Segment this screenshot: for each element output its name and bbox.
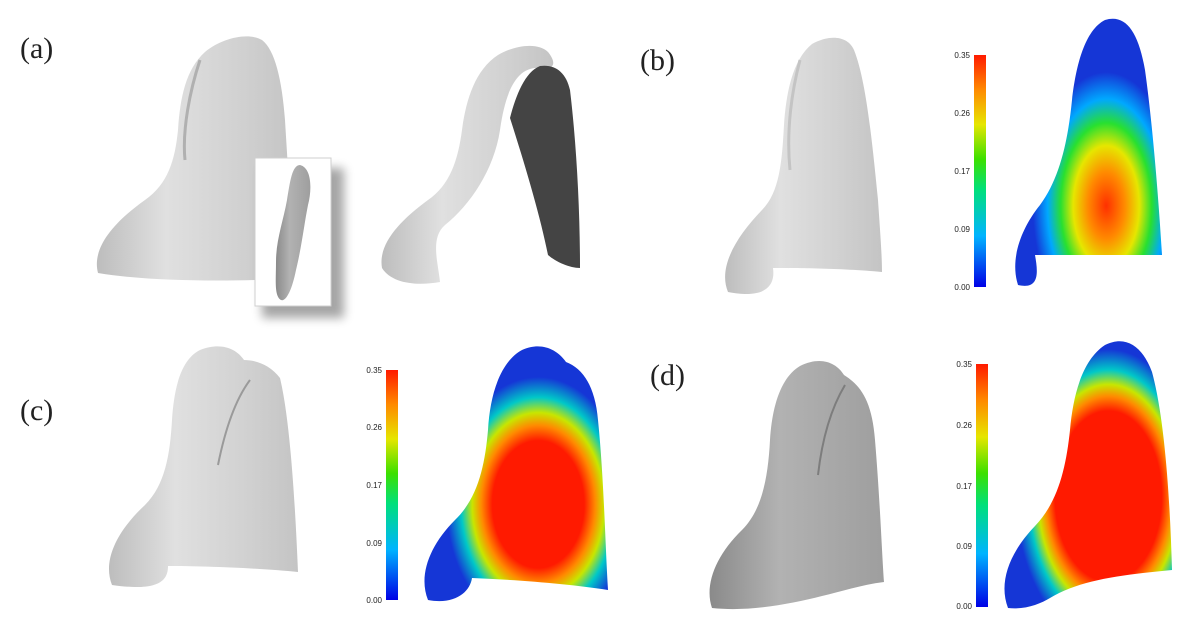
colorbar-b: 0.35 0.26 0.17 0.09 0.00 — [954, 51, 986, 292]
colorbar-b-tick-2: 0.17 — [954, 167, 970, 176]
colorbar-d-tick-3: 0.09 — [956, 542, 972, 551]
colorbar-d-tick-4: 0.00 — [956, 602, 972, 611]
panel-b: (b) 0.35 0.26 0.17 0.09 0.00 — [640, 18, 1162, 294]
panel-label-d: (d) — [650, 359, 685, 392]
heatmap-b — [1015, 18, 1162, 286]
colorbar-c: 0.35 0.26 0.17 0.09 0.00 — [366, 366, 398, 605]
heatmap-d — [1004, 341, 1172, 609]
nose-model-d — [709, 360, 884, 610]
colorbar-d-bar — [976, 364, 988, 607]
colorbar-c-bar — [386, 370, 398, 600]
panel-label-c: (c) — [20, 394, 53, 427]
colorbar-c-tick-0: 0.35 — [366, 366, 382, 375]
colorbar-c-tick-1: 0.26 — [366, 423, 382, 432]
panel-c: (c) 0.35 0.26 0.17 0.09 0.00 — [20, 346, 608, 605]
nose-crease-b — [787, 59, 802, 171]
nose-model-full — [96, 36, 295, 281]
nose-cut-face — [510, 65, 580, 268]
colorbar-b-tick-1: 0.26 — [954, 109, 970, 118]
panel-label-b: (b) — [640, 44, 675, 77]
colorbar-d: 0.35 0.26 0.17 0.09 0.00 — [956, 360, 988, 611]
nose-crease-a — [182, 59, 202, 161]
colorbar-c-tick-4: 0.00 — [366, 596, 382, 605]
colorbar-b-bar — [974, 55, 986, 287]
nose-fold-d — [817, 384, 846, 476]
panel-a: (a) — [20, 32, 580, 318]
colorbar-c-tick-3: 0.09 — [366, 539, 382, 548]
panel-label-a: (a) — [20, 32, 53, 65]
colorbar-b-tick-4: 0.00 — [954, 283, 970, 292]
colorbar-b-tick-0: 0.35 — [954, 51, 970, 60]
nose-model-c — [108, 346, 299, 588]
panel-d: (d) 0.35 0.26 0.17 0.09 0.00 — [650, 341, 1172, 611]
cartilage-graft — [275, 165, 311, 301]
nose-fold-c — [217, 379, 251, 466]
colorbar-b-tick-3: 0.09 — [954, 225, 970, 234]
heatmap-c — [424, 346, 608, 602]
colorbar-c-tick-2: 0.17 — [366, 481, 382, 490]
colorbar-d-tick-0: 0.35 — [956, 360, 972, 369]
colorbar-d-tick-2: 0.17 — [956, 482, 972, 491]
colorbar-d-tick-1: 0.26 — [956, 421, 972, 430]
nose-model-cut — [381, 45, 554, 284]
nose-model-b — [725, 37, 882, 294]
